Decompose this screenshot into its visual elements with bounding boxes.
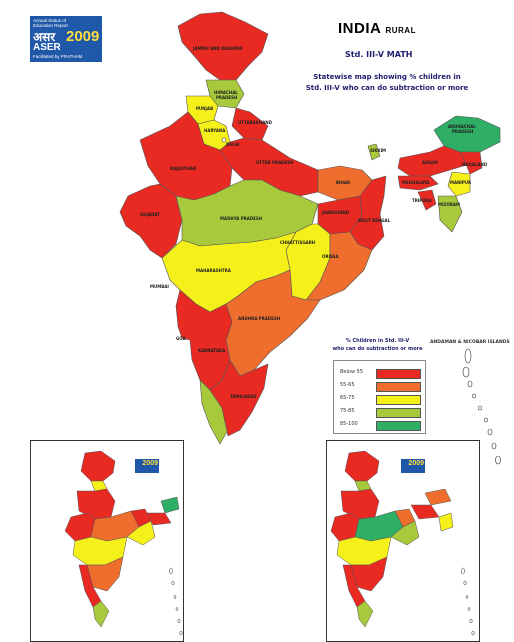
label-ar: ARUNACHAL <box>448 124 476 129</box>
label-punjab: PUNJAB <box>196 106 213 111</box>
legend-item: 55-65 <box>340 380 422 392</box>
label-assam: ASSAM <box>422 160 438 165</box>
label-jh: JHARKHAND <box>321 210 350 215</box>
label-meg: MEGHALAYA <box>402 180 430 185</box>
state-tamil-nadu <box>209 359 269 437</box>
inset-map-left: 2009 <box>30 440 184 642</box>
state-nagaland <box>459 151 483 175</box>
inset-logo-year: 2009 <box>408 460 424 467</box>
legend-label: 65-75 <box>340 395 355 401</box>
aser-logo: Annual Status of Education Report असर 20… <box>30 16 102 62</box>
delhi-marker <box>221 137 227 143</box>
label-tri: TRIPURA <box>412 198 433 203</box>
logo-year: 2009 <box>66 28 100 45</box>
label-ar2: PRADESH <box>452 129 473 134</box>
label-man: MANIPUR <box>450 180 471 185</box>
label-jk: JAMMU AND KASHMIR <box>192 46 242 51</box>
legend-swatch <box>376 408 421 418</box>
inset-map-right-svg <box>330 450 475 636</box>
caption-line-1: Statewise map showing % children in <box>313 73 461 81</box>
label-hp2: PRADESH <box>216 95 237 100</box>
inset-logo: 2009 <box>401 459 425 473</box>
label-miz: MIZORAM <box>438 202 460 207</box>
label-hp: HIMACHAL <box>214 90 238 95</box>
state-mizoram <box>437 195 463 233</box>
state-orissa <box>305 231 373 301</box>
label-raj: RAJASTHAN <box>170 166 196 171</box>
legend-item: 75-85 <box>340 406 422 418</box>
legend-swatch <box>376 382 421 392</box>
logo-facilitated: Facilitated by PRATHAM <box>33 54 83 59</box>
legend-title: % Children in Std. III-V who can do subt… <box>325 337 430 353</box>
legend-item: Below 55 <box>340 367 422 379</box>
legend-label: 55-65 <box>340 382 355 388</box>
label-mh: MAHARASHTRA <box>196 268 232 273</box>
state-labels: JAMMU AND KASHMIR HIMACHAL PRADESH PUNJA… <box>140 46 488 399</box>
label-goa: GOA <box>176 336 187 341</box>
inset-map-left-svg <box>64 450 183 636</box>
label-tn: TAMILNADU <box>230 394 257 399</box>
inset-logo-year: 2009 <box>142 460 158 467</box>
legend-swatch <box>376 421 421 431</box>
legend-title-line-1: % Children in Std. III-V <box>345 338 410 344</box>
legend-title-line-2: who can do subtraction or more <box>332 346 423 352</box>
caption-line-2: Std. III-V who can do subtraction or mor… <box>305 84 469 92</box>
legend-label: 85-100 <box>340 421 358 427</box>
label-mumbai: MUMBAI <box>150 284 169 289</box>
logo-tagline: Annual Status of Education Report <box>33 18 68 28</box>
label-uk: UTTARAKHAND <box>238 120 273 125</box>
logo-hindi: असर <box>33 30 56 44</box>
map-subtitle: Std. III-V MATH <box>345 50 413 59</box>
state-sikkim <box>367 143 381 161</box>
label-wb: WEST BENGAL <box>358 218 391 223</box>
legend-swatch <box>376 369 421 379</box>
state-gujarat <box>119 183 183 259</box>
label-guj: GUJARAT <box>140 212 160 217</box>
legend-label: 75-85 <box>340 408 355 414</box>
andaman-label: ANDAMAN & NICOBAR ISLANDS <box>430 340 510 345</box>
label-or: ORISSA <box>322 254 340 259</box>
label-up: UTTAR PRADESH <box>256 160 293 165</box>
title-suffix: RURAL <box>385 26 416 35</box>
legend-label: Below 55 <box>340 369 363 375</box>
label-ap: ANDHRA PRADESH <box>238 316 280 321</box>
label-ka: KARNATAKA <box>198 348 226 353</box>
legend-item: 65-75 <box>340 393 422 405</box>
label-ch: CHHATTISGARH <box>280 240 315 245</box>
map-caption: Statewise map showing % children in Std.… <box>302 72 472 94</box>
label-delhi: DELHI <box>226 142 240 147</box>
legend: Below 55 55-65 65-75 75-85 85-100 <box>333 360 426 434</box>
state-tripura <box>417 189 437 211</box>
label-bihar: BIHAR <box>336 180 350 185</box>
andaman-islands <box>462 348 501 465</box>
label-nag: NAGALAND <box>462 162 488 167</box>
state-manipur <box>447 171 471 197</box>
title-main: INDIA <box>338 20 381 37</box>
label-haryana: HARYANA <box>204 128 226 133</box>
state-meghalaya <box>397 175 439 191</box>
map-title: INDIA RURAL <box>338 20 416 37</box>
logo-name: ASER <box>33 42 61 53</box>
legend-swatch <box>376 395 421 405</box>
label-sikkim: SIKKIM <box>370 148 386 153</box>
inset-map-right: 2009 <box>326 440 480 642</box>
legend-item: 85-100 <box>340 419 422 431</box>
label-mp: MADHYA PRADESH <box>220 216 262 221</box>
inset-logo: 2009 <box>135 459 159 473</box>
